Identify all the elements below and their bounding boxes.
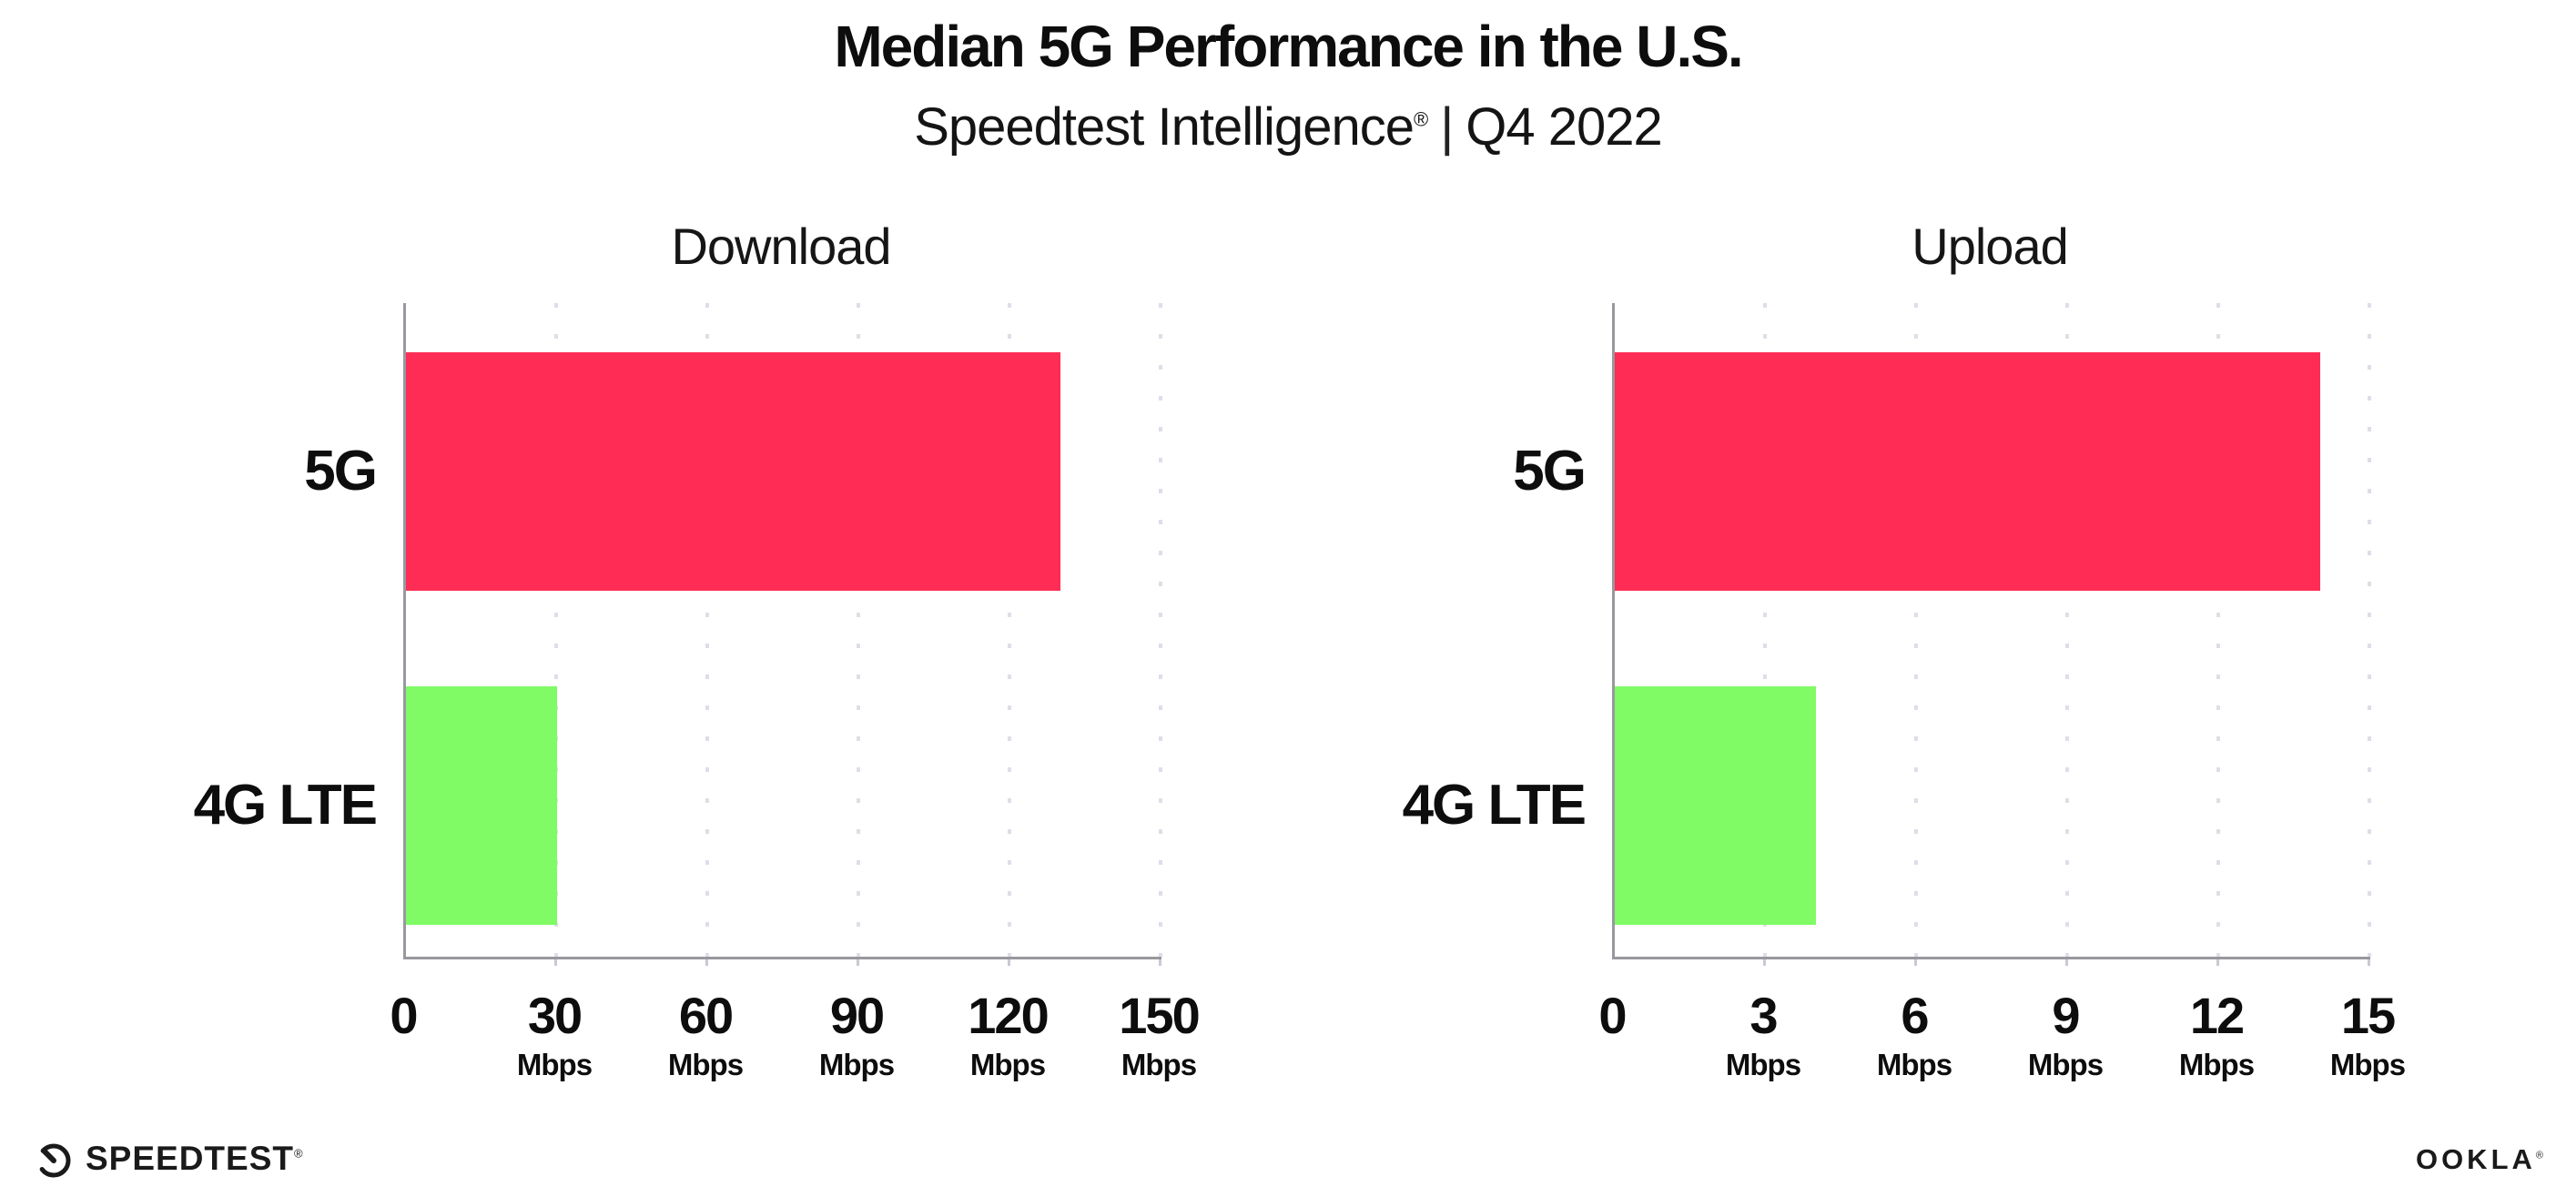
axis-tick (1914, 959, 1917, 966)
x-axis (1612, 957, 2370, 959)
x-tick-unit-label: Mbps (1725, 1048, 1801, 1081)
axis-tick (857, 959, 859, 966)
x-tick-label: 30 (527, 987, 583, 1044)
chart-title-download: Download (671, 218, 891, 275)
subtitle-period: Q4 2022 (1465, 97, 1663, 157)
x-tick-label: 0 (390, 987, 418, 1044)
gridline (2368, 303, 2371, 957)
x-tick-label: 60 (678, 987, 734, 1044)
gridline (705, 303, 709, 957)
speedtest-wordmark: SPEEDTEST® (86, 1140, 304, 1177)
x-tick-unit-label: Mbps (969, 1048, 1046, 1081)
speedtest-gauge-icon (36, 1143, 71, 1178)
registered-mark-icon: ® (1413, 107, 1428, 131)
category-label-5g: 5G (304, 440, 378, 502)
x-tick-label: 6 (1901, 987, 1929, 1044)
bar-5g-upload (1615, 352, 2320, 591)
x-tick-unit-label: Mbps (2178, 1048, 2255, 1081)
x-tick-label: 3 (1749, 987, 1778, 1044)
category-label-4g-lte: 4G LTE (1402, 774, 1587, 837)
axis-tick (2216, 959, 2219, 966)
gridline (1008, 303, 1011, 957)
axis-tick (1159, 959, 1161, 966)
axis-tick (554, 959, 557, 966)
bar-4g-lte-upload (1615, 686, 1817, 925)
axis-tick (2368, 959, 2370, 966)
page-subtitle: Speedtest Intelligence® | Q4 2022 (0, 96, 2576, 157)
subtitle-brand: Speedtest Intelligence (914, 97, 1415, 157)
y-axis (403, 303, 406, 959)
upload-chart: Upload 0 3 Mbps 6 Mbps 9 Mbps 12 Mbps 15 Mbps 5G 4G L… (1403, 218, 2407, 1081)
bar-4g-lte-download (406, 686, 557, 925)
gridline (2216, 303, 2220, 957)
chart-title-upload: Upload (1912, 218, 2068, 275)
speedtest-logo: SPEEDTEST® (33, 1138, 304, 1180)
x-tick-label: 120 (968, 987, 1049, 1044)
category-label-5g: 5G (1513, 440, 1587, 502)
x-axis (403, 957, 1161, 959)
x-tick-label: 90 (829, 987, 885, 1044)
x-tick-unit-label: Mbps (516, 1048, 593, 1081)
x-tick-unit-label: Mbps (1121, 1048, 1197, 1081)
gridline (554, 303, 558, 957)
y-axis (1612, 303, 1615, 959)
x-tick-unit-label: Mbps (818, 1048, 895, 1081)
x-tick-label: 0 (1598, 987, 1627, 1044)
x-tick-unit-label: Mbps (2329, 1048, 2406, 1081)
registered-mark-icon: ® (294, 1146, 304, 1161)
axis-tick (705, 959, 708, 966)
page-title: Median 5G Performance in the U.S. (834, 14, 1743, 79)
gridline (1159, 303, 1162, 957)
x-tick-unit-label: Mbps (2027, 1048, 2104, 1081)
x-tick-unit-label: Mbps (667, 1048, 744, 1081)
ookla-logo: OOKLA® (2415, 1143, 2543, 1175)
gridline (857, 303, 860, 957)
axis-tick (1763, 959, 1766, 966)
x-tick-label: 12 (2189, 987, 2245, 1044)
bar-5g-download (406, 352, 1061, 591)
gridline (1914, 303, 1918, 957)
axis-tick (1008, 959, 1010, 966)
gridline (2065, 303, 2069, 957)
subtitle-divider: | (1440, 97, 1454, 157)
x-tick-label: 15 (2340, 987, 2396, 1044)
axis-tick (2065, 959, 2068, 966)
x-tick-unit-label: Mbps (1876, 1048, 1952, 1081)
category-label-4g-lte: 4G LTE (193, 774, 378, 837)
registered-mark-icon: ® (2535, 1150, 2543, 1161)
x-tick-label: 150 (1119, 987, 1200, 1044)
download-chart: Download 0 30 Mbps 60 Mbps 90 Mbps 120 Mbps 150 Mbp… (194, 218, 1201, 1081)
gridline (1763, 303, 1767, 957)
x-tick-label: 9 (2052, 987, 2080, 1044)
